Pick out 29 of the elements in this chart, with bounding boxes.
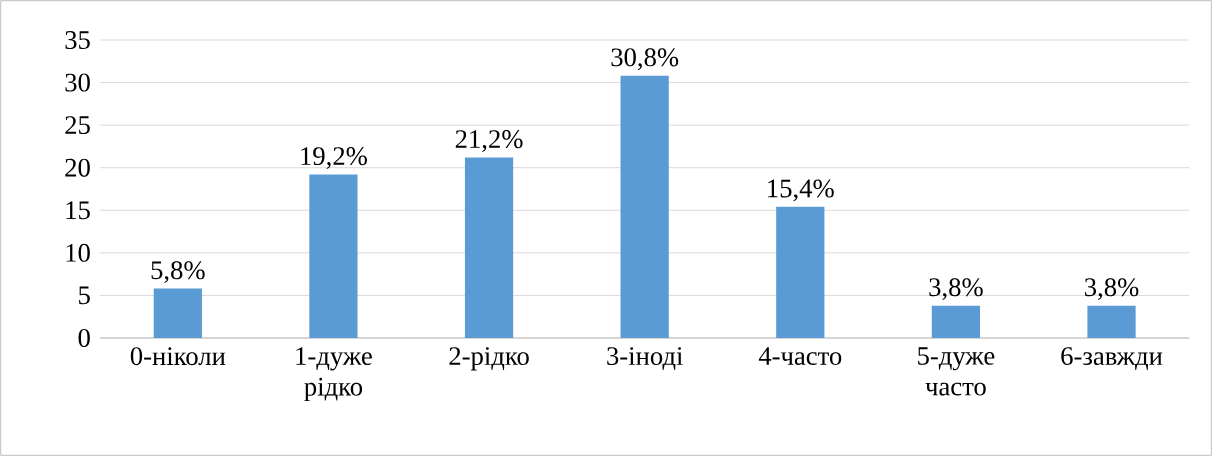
x-tick-label: 2-рідко xyxy=(449,347,529,371)
data-label: 30,8% xyxy=(611,48,679,71)
x-tick-label: 6-завжди xyxy=(1061,347,1163,370)
y-tick-label: 10 xyxy=(66,243,90,262)
y-tick-label: 0 xyxy=(78,328,90,347)
bar xyxy=(776,206,825,338)
x-tick-label: 3-іноді xyxy=(607,347,683,370)
bar xyxy=(153,288,202,338)
y-tick-label: 15 xyxy=(66,201,90,220)
y-tick-label: 25 xyxy=(65,116,90,135)
y-tick-label: 20 xyxy=(65,158,90,177)
y-tick-label: 30 xyxy=(65,73,90,92)
x-tick-label: 0-ніколи xyxy=(130,347,226,366)
data-label: 21,2% xyxy=(455,130,523,152)
data-label: 5,8% xyxy=(151,261,205,283)
y-tick-label: 35 xyxy=(65,31,90,49)
bar xyxy=(1087,305,1136,338)
x-tick-label: 1-дуже рідко xyxy=(296,347,372,402)
bar xyxy=(464,157,514,338)
bar xyxy=(309,174,358,338)
y-tick-label: 5 xyxy=(79,286,90,305)
x-tick-label: 4-часто xyxy=(758,347,842,365)
data-label: 15,4% xyxy=(768,179,834,202)
bar xyxy=(620,75,669,338)
data-label: 3,8% xyxy=(1085,278,1139,301)
data-label: 3,8% xyxy=(929,278,983,301)
data-label: 19,2% xyxy=(301,147,367,169)
bar xyxy=(931,305,981,338)
x-tick-label: 5-дуже часто xyxy=(918,347,995,396)
